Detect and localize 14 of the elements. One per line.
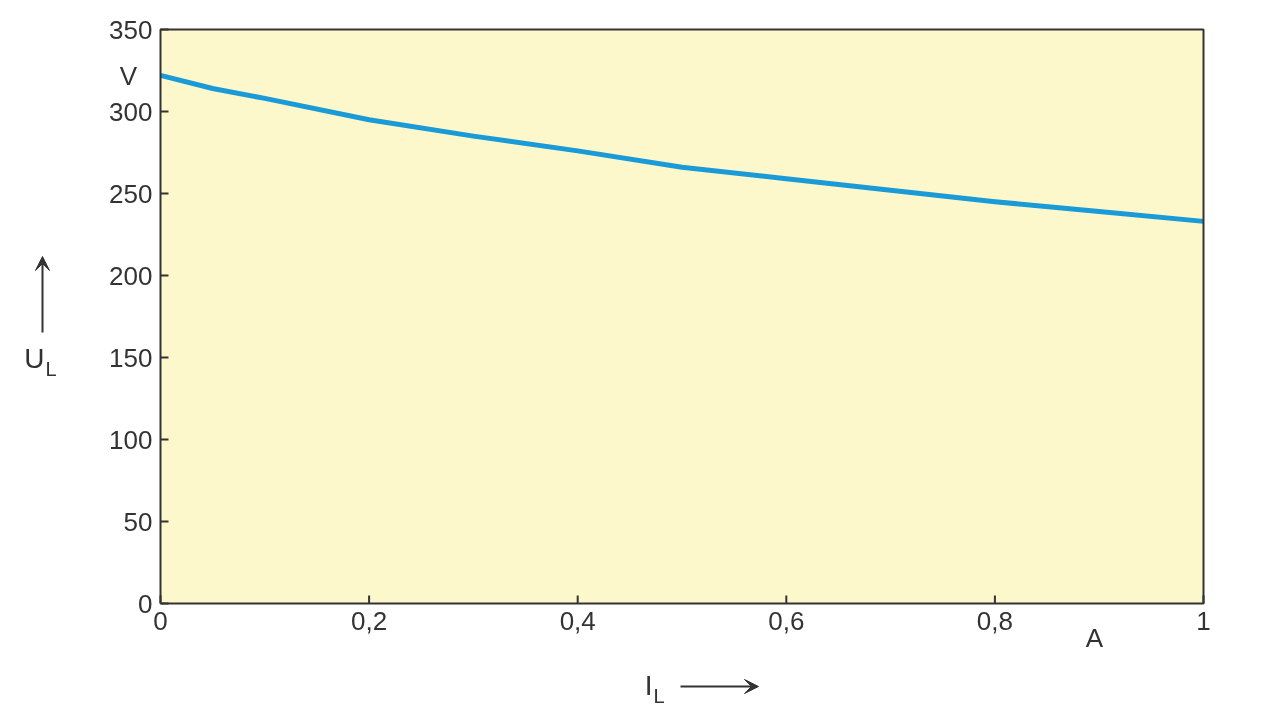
x-tick-label: 0,8 <box>976 605 1013 636</box>
y-tick-label: 200 <box>109 260 153 291</box>
x-tick-label: 0,2 <box>351 605 388 636</box>
y-tick-label: 100 <box>109 424 153 455</box>
x-tick-label: 0,6 <box>768 605 805 636</box>
text: A <box>1085 622 1104 653</box>
y-tick-label: 150 <box>109 342 153 373</box>
x-tick-label: 1 <box>1196 605 1211 636</box>
y-tick-label: 350 <box>109 14 153 45</box>
y-tick-label: 250 <box>109 178 153 209</box>
text: V <box>119 60 138 91</box>
y-tick-label: 50 <box>123 506 153 537</box>
x-tick-label: 0,4 <box>559 605 596 636</box>
y-tick-label: 300 <box>109 96 153 127</box>
